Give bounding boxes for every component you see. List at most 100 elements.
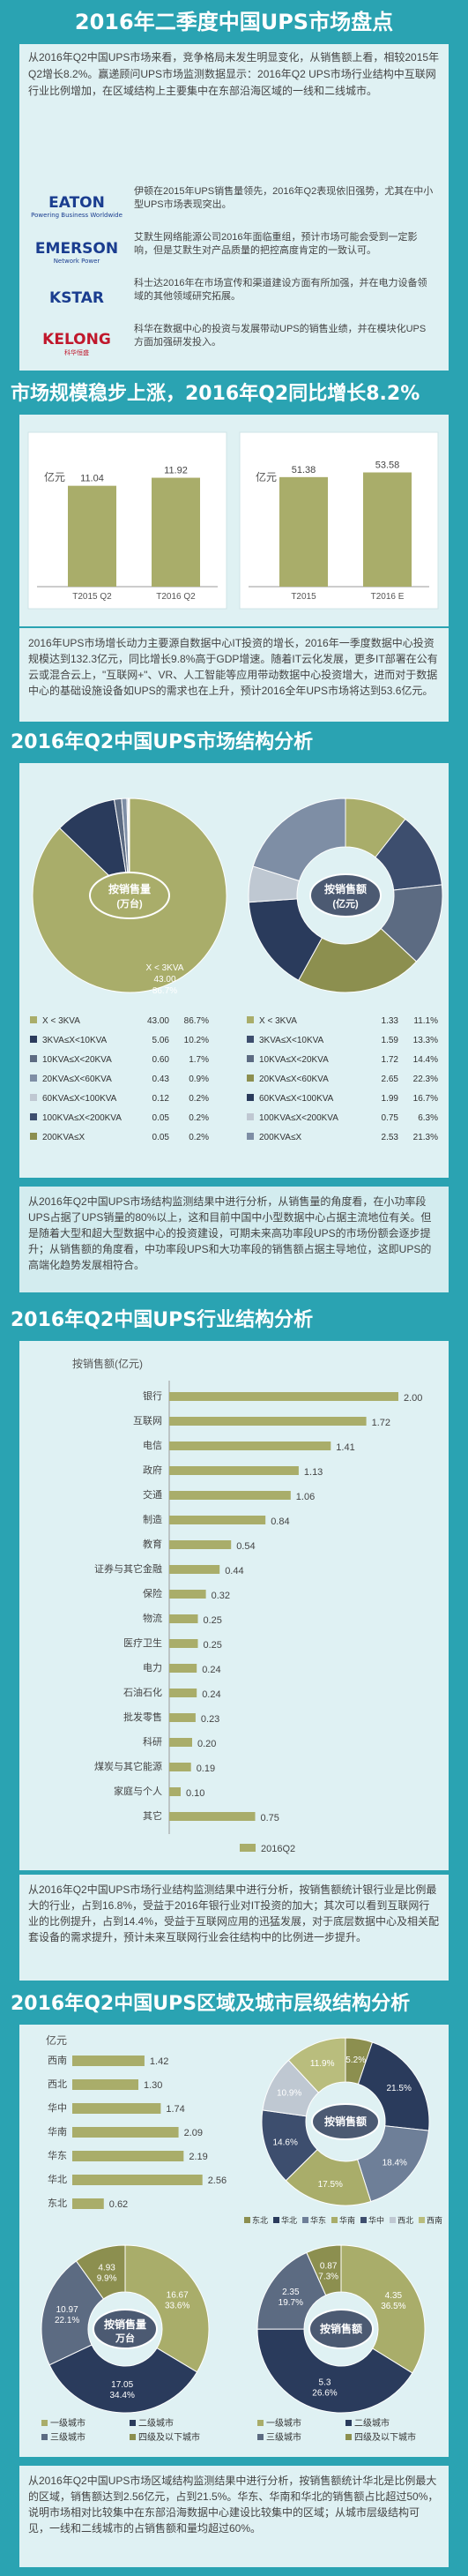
x-tick-label: T2016 Q2: [156, 592, 196, 602]
category-label: 华北: [48, 2173, 67, 2185]
bar-value-label: 0.25: [204, 1640, 222, 1651]
donut-center-badge: [309, 873, 382, 917]
legend-label: 100KVA≤X<200KVA: [42, 1113, 122, 1123]
bar-value-label: 0.25: [204, 1615, 222, 1626]
legend-swatch: [30, 1036, 37, 1043]
legend-percent: 13.3%: [413, 1036, 438, 1045]
bar-value-label: 2.00: [404, 1393, 422, 1404]
brand-description: 科士达2016年在市场宣传和渠道建设方面有所加强，并在电力设备领域的其他领域研究…: [134, 278, 427, 302]
donut-slice-value: 4.93: [98, 2263, 115, 2273]
legend-value: 0.75: [382, 1113, 399, 1123]
legend-swatch: [244, 2217, 250, 2223]
legend-swatch: [247, 1075, 254, 1082]
donut-slice-percent: 7.3%: [318, 2273, 338, 2282]
category-label: 政府: [143, 1464, 162, 1476]
donut-center-badge: [308, 2309, 374, 2349]
bar: [169, 1738, 192, 1747]
legend-swatch: [345, 2434, 352, 2440]
pie-slice: [128, 798, 130, 896]
market-structure-text: 从2016年Q2中国UPS市场结构监测结果中进行分析，从销售量的角度看，在小功率…: [19, 1187, 449, 1292]
bar-value-label: 0.24: [202, 1689, 220, 1700]
legend-percent: 11.1%: [413, 1016, 438, 1026]
bar-value-label: 0.54: [236, 1541, 255, 1552]
legend-label: 20KVA≤X<60KVA: [259, 1075, 329, 1084]
legend-swatch: [257, 2434, 264, 2440]
bar-value-label: 1.72: [372, 1418, 390, 1428]
donut-slice: [287, 2037, 346, 2093]
legend-swatch: [345, 2420, 352, 2426]
donut-slice-value: 2.35: [282, 2288, 300, 2297]
legend-label: 四级及以下城市: [138, 2431, 200, 2443]
legend-value: 0.05: [152, 1133, 170, 1142]
bar: [169, 1787, 181, 1796]
donut-slice: [48, 2344, 198, 2414]
bar: [169, 1516, 266, 1524]
legend-label: 三级城市: [266, 2431, 301, 2443]
region-structure-panel: 亿元 西南 1.42 西北 1.30 华中 1.74 华南 2.09 华东 2.19 华北 2.56 东北…: [19, 2025, 449, 2457]
bar: [169, 1491, 291, 1500]
legend-percent: 0.2%: [189, 1113, 209, 1123]
category-label: 华东: [48, 2149, 67, 2161]
bar: [169, 1763, 191, 1771]
category-label: 科研: [143, 1735, 162, 1748]
donut-slice: [357, 2041, 430, 2131]
category-label: 电信: [143, 1440, 162, 1451]
donut-slice: [340, 2244, 426, 2374]
brand-row: EATON Powering Business Worldwide 伊顿在2015年…: [28, 185, 438, 228]
bar: [169, 1664, 197, 1673]
legend-value: 5.06: [152, 1036, 170, 1045]
donut-slice-percent: 19.7%: [279, 2298, 303, 2308]
bar: [169, 1689, 197, 1697]
intro-panel: 从2016年Q2中国UPS市场来看，竞争格局未发生明显变化，从销售额上看，相较2…: [19, 44, 449, 371]
legend-percent: 16.7%: [413, 1094, 438, 1104]
pie-center-badge: [89, 872, 170, 919]
market-size-bar-charts: 亿元 11.04 T2015 Q2 11.92 T2016 Q2 亿元 51.38 T2015…: [27, 431, 439, 610]
market-size-chart-panel: 亿元 11.04 T2015 Q2 11.92 T2016 Q2 亿元 51.38 T2015…: [19, 415, 449, 626]
bar-value-label: 0.20: [197, 1739, 216, 1749]
legend-swatch: [390, 2217, 396, 2223]
legend-percent: 10.2%: [184, 1036, 209, 1045]
donut-slice-percent: 5.2%: [345, 2056, 366, 2065]
chart-unit-label: 按销售额(亿元): [72, 1357, 143, 1370]
x-tick-label: T2016 E: [371, 592, 405, 602]
donut-slice: [124, 2244, 210, 2373]
pie-slice-label: X < 3KVA: [146, 963, 184, 973]
legend-swatch: [41, 2434, 48, 2440]
legend-label: X < 3KVA: [259, 1016, 297, 1026]
bar: [72, 2056, 145, 2066]
donut-center-unit: (亿元): [332, 897, 359, 910]
category-label: 制造: [143, 1513, 162, 1525]
brand-logo-text: EATON: [48, 194, 105, 212]
brand-logo-text: KELONG: [42, 331, 111, 348]
category-label: 石油石化: [123, 1686, 162, 1698]
bar: [169, 1417, 367, 1426]
legend-value: 2.53: [382, 1133, 399, 1142]
legend-swatch: [419, 2217, 425, 2223]
pie-slice: [59, 798, 130, 897]
legend-label: X < 3KVA: [42, 1016, 80, 1026]
bar: [68, 485, 116, 587]
bar-value-label: 2.19: [189, 2152, 207, 2162]
legend-swatch: [247, 1016, 254, 1023]
legend-label: 东北: [252, 2215, 268, 2225]
brand-description: 科华在数据中心的投资与发展带动UPS的销售业绩，并在模块化UPS方面加强研发投入…: [134, 324, 427, 348]
legend-swatch: [41, 2420, 48, 2426]
category-label: 西南: [48, 2055, 67, 2066]
brand-row: KELONG 科华恒盛 科华在数据中心的投资与发展带动UPS的销售业绩，并在模块化U…: [28, 323, 438, 365]
legend-value: 0.60: [152, 1055, 170, 1065]
bar-value-label: 0.84: [271, 1516, 289, 1527]
legend-label: 2016Q2: [261, 1844, 295, 1854]
category-label: 家庭与个人: [114, 1785, 162, 1797]
x-tick-label: T2015 Q2: [72, 592, 112, 602]
x-tick-label: T2015: [291, 592, 316, 602]
legend-percent: 0.2%: [189, 1094, 209, 1104]
legend-swatch: [130, 2420, 136, 2426]
bar-value-label: 0.62: [109, 2199, 128, 2210]
donut-center-label: 按销售额: [324, 2115, 367, 2128]
legend-label: 华中: [368, 2215, 384, 2225]
donut-slice-value: 16.67: [167, 2290, 189, 2300]
legend-percent: 21.3%: [413, 1133, 438, 1142]
brand-row: EMERSON Network Power 艾默生网络能源公司2016年面临重组，预…: [28, 231, 438, 273]
legend-percent: 0.9%: [189, 1075, 209, 1084]
